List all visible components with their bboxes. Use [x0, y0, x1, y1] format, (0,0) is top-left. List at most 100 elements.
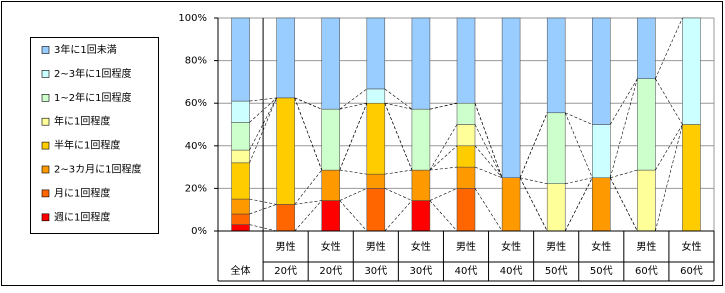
series-line: [294, 200, 322, 205]
x-tick-label: 30代: [364, 265, 387, 277]
legend-label: 年に1回程度: [54, 115, 110, 128]
bar-segment: [682, 124, 701, 232]
legend-swatch: [41, 141, 50, 150]
series-line: [474, 188, 503, 232]
bar-segment: [456, 188, 476, 232]
bar-segment: [411, 169, 431, 201]
bar-segment: [276, 204, 295, 232]
x-tick-label: 男性: [636, 240, 656, 253]
bar-segment: [592, 17, 611, 125]
bar-segment: [411, 200, 431, 232]
bar-segment: [321, 17, 340, 110]
bar-segment: [456, 17, 476, 104]
bar-segment: [592, 177, 611, 232]
bar-segment: [592, 124, 611, 178]
series-line: [429, 166, 458, 171]
x-tick-label: 女性: [681, 240, 701, 253]
bar-segment: [366, 17, 386, 90]
series-line: [429, 145, 458, 171]
bar-segment: [456, 145, 476, 168]
series-line: [294, 97, 323, 171]
bar-segment: [231, 100, 250, 123]
series-line: [339, 200, 368, 232]
bar-segment: [366, 88, 386, 104]
bar-segment: [366, 173, 386, 189]
legend-swatch: [41, 94, 50, 102]
y-tick-label: 20%: [185, 183, 207, 194]
bar-segment: [276, 97, 295, 205]
series-line: [655, 124, 683, 171]
legend-label: 週に1回程度: [54, 210, 110, 223]
bar-segment: [411, 17, 431, 110]
bar-segment: [546, 183, 566, 232]
series-line: [339, 169, 367, 175]
series-line: [655, 124, 683, 232]
series-line: [655, 78, 683, 125]
series-line: [655, 17, 683, 79]
bar-segment: [501, 17, 521, 178]
series-line: [339, 88, 367, 110]
legend-label: 3年に1回未満: [54, 43, 117, 56]
x-tick-label: 全体: [231, 264, 251, 277]
bar-segment: [231, 17, 250, 102]
x-tick-label: 40代: [500, 265, 523, 277]
legend-label: 月に1回程度: [54, 186, 110, 199]
x-tick-label: 女性: [321, 240, 341, 253]
bar-segment: [321, 200, 340, 232]
series-line: [519, 112, 548, 178]
bar-segment: [411, 108, 431, 171]
x-tick-label: 女性: [501, 240, 521, 253]
bar-segment: [321, 169, 340, 201]
series-line: [474, 145, 503, 178]
legend-label: 1~2年に1回程度: [54, 91, 131, 104]
bar-segment: [321, 108, 340, 171]
series-line: [384, 200, 413, 232]
x-tick-label: 男性: [366, 240, 386, 253]
x-tick-label: 60代: [680, 265, 703, 277]
series-line: [610, 78, 638, 125]
bar-segment: [366, 188, 386, 232]
x-tick-label: 30代: [410, 265, 433, 277]
bar-segment: [546, 17, 566, 114]
legend-swatch: [41, 117, 50, 126]
bar-segment: [231, 149, 250, 164]
x-tick-label: 50代: [590, 265, 613, 277]
x-tick-label: 男性: [276, 240, 296, 253]
bar-segment: [456, 166, 476, 189]
bar-segment: [682, 17, 701, 125]
series-line: [564, 112, 593, 178]
series-line: [249, 97, 277, 102]
y-tick-label: 60%: [185, 98, 207, 109]
bar-segment: [501, 177, 521, 232]
bar-segment: [637, 169, 656, 232]
x-tick-label: 60代: [635, 265, 658, 277]
y-tick-label: 40%: [185, 141, 207, 152]
bar-segment: [231, 198, 250, 215]
series-line: [474, 103, 503, 178]
x-tick-label: 女性: [411, 240, 431, 253]
legend-swatch: [41, 165, 50, 174]
series-line: [384, 169, 412, 175]
bar-segment: [637, 17, 656, 79]
series-line: [609, 78, 638, 178]
x-tick-label: 男性: [456, 240, 476, 253]
legend-swatch: [41, 213, 50, 222]
legend-label: 2~3年に1回程度: [54, 67, 131, 80]
bar-segment: [456, 124, 476, 147]
bar-segment: [231, 224, 250, 232]
series-line: [384, 88, 413, 110]
bar-segment: [366, 102, 386, 175]
series-line: [429, 124, 458, 171]
y-tick-label: 0%: [191, 226, 207, 237]
bar-segment: [546, 112, 566, 184]
y-tick-label: 100%: [178, 13, 207, 24]
series-line: [429, 200, 458, 232]
x-tick-label: 男性: [546, 240, 566, 253]
legend-swatch: [41, 70, 50, 78]
x-tick-label: 50代: [545, 265, 568, 277]
bar-segment: [231, 213, 250, 225]
series-line: [294, 169, 322, 205]
x-tick-label: 20代: [319, 265, 342, 277]
series-line: [249, 97, 277, 123]
